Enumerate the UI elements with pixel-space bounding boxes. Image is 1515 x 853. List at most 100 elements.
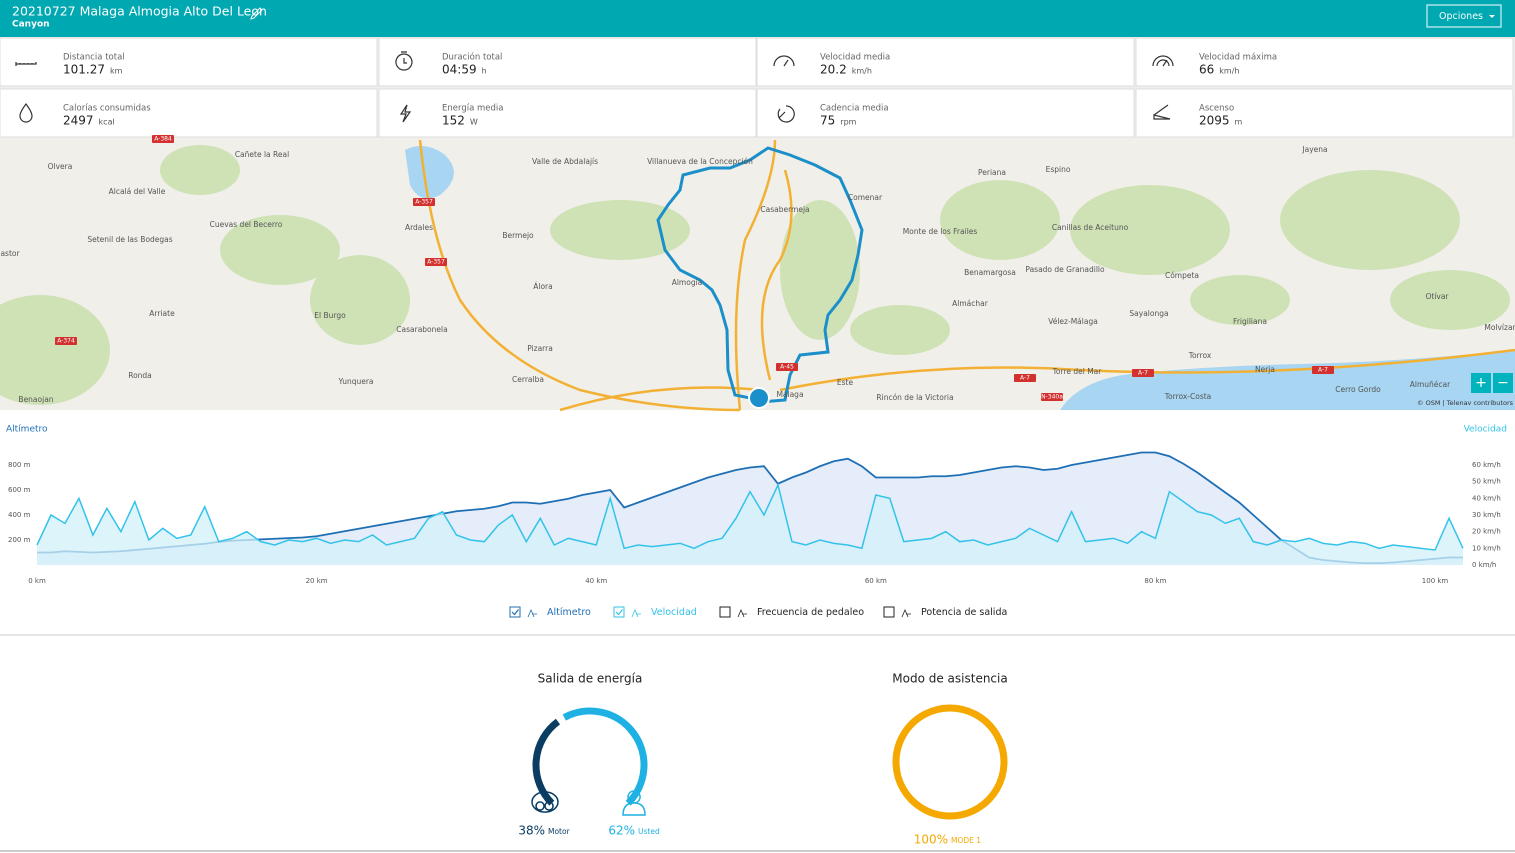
stat-label: Distancia total	[63, 53, 125, 63]
bike-name: Canyon	[12, 20, 50, 30]
toggle-icon	[631, 608, 641, 618]
stat-unit: h	[482, 67, 487, 76]
stat-icon	[1153, 104, 1171, 120]
place-label: Pasado de Granadillo	[1025, 265, 1105, 274]
y-tick-label: 800 m	[8, 461, 31, 469]
place-label: Rincón de la Victoria	[876, 393, 953, 402]
stat-unit: m	[1235, 118, 1243, 127]
place-label: El Burgo	[314, 311, 346, 320]
toggle-label[interactable]: Altímetro	[547, 607, 591, 618]
road-label: A-357	[415, 199, 433, 206]
place-label: Almogía	[672, 278, 703, 287]
y-tick-label: 400 m	[8, 511, 31, 519]
stat-label: Cadencia media	[820, 104, 889, 114]
place-label: Periana	[978, 168, 1006, 177]
y2-tick-label: 60 km/h	[1472, 461, 1501, 469]
checkbox[interactable]	[719, 606, 731, 618]
stat-card	[378, 88, 757, 138]
stat-value: 04:59	[442, 63, 477, 77]
stat-unit: km	[110, 67, 123, 76]
toggle-label[interactable]: Frecuencia de pedaleo	[757, 607, 864, 618]
checkmark	[511, 609, 519, 616]
stat-value: 101.27	[63, 63, 105, 77]
y2-tick-label: 30 km/h	[1472, 511, 1501, 519]
edit-icon[interactable]	[250, 7, 263, 20]
y-tick-label: 600 m	[8, 486, 31, 494]
stat-card	[756, 88, 1135, 138]
place-label: Ronda	[128, 371, 152, 380]
stat-icon	[399, 104, 412, 123]
road-label: A-7	[1318, 367, 1328, 374]
x-tick-label: 40 km	[585, 577, 607, 585]
series-line	[36, 482, 1464, 551]
map-terrain	[0, 145, 1510, 405]
toggle-label[interactable]: Velocidad	[651, 607, 697, 618]
zoom-out[interactable]: −	[1497, 375, 1509, 391]
x-tick-label: 80 km	[1144, 577, 1166, 585]
toggle-icon	[737, 608, 747, 618]
road-label: A-7	[1138, 370, 1148, 377]
stat-value: 2095	[1199, 114, 1230, 128]
road-badge	[413, 198, 435, 206]
road-badge	[1014, 374, 1036, 382]
caret	[1489, 15, 1495, 18]
stat-icon	[15, 62, 37, 66]
place-label: Sayalonga	[1129, 309, 1168, 318]
place-label: Jayena	[1301, 145, 1327, 154]
toggle-icon	[901, 608, 911, 618]
zoom-in-button[interactable]	[1471, 373, 1491, 393]
series-line	[37, 451, 1463, 565]
place-label: Comenar	[848, 193, 883, 202]
place-label: Cuevas del Becerro	[210, 220, 283, 229]
y-axis-title: Altímetro	[6, 425, 48, 435]
x-tick-label: 60 km	[865, 577, 887, 585]
water	[405, 146, 1515, 410]
stat-card	[378, 37, 757, 87]
place-label: Arriate	[149, 309, 175, 318]
place-label: Casarabonela	[396, 325, 447, 334]
gauge-arc	[562, 707, 648, 806]
area-fill	[37, 485, 1463, 565]
start-marker	[748, 387, 770, 409]
checkbox[interactable]	[883, 606, 895, 618]
road-badge	[776, 363, 798, 371]
place-label: Benamargosa	[964, 268, 1016, 277]
stat-card	[0, 37, 378, 87]
stat-label: Calorías consumidas	[63, 104, 151, 114]
stat-value: 66	[1199, 63, 1214, 77]
toggle-label[interactable]: Potencia de salida	[921, 607, 1007, 618]
place-label: Torrox-Costa	[1164, 392, 1212, 401]
options-button[interactable]	[1426, 4, 1502, 28]
stat-label: Energía media	[442, 104, 503, 114]
options-label[interactable]: Opciones	[1439, 11, 1483, 22]
place-label: Yunquera	[337, 377, 373, 386]
stat-value: 152	[442, 114, 465, 128]
stat-card	[1135, 37, 1514, 87]
place-label: Espino	[1046, 165, 1071, 174]
checkbox[interactable]	[613, 606, 625, 618]
y2-tick-label: 0 km/h	[1472, 561, 1496, 569]
place-label: Canillas de Aceituno	[1052, 223, 1129, 232]
stat-icon	[395, 51, 413, 71]
stat-card	[0, 88, 378, 138]
zoom-in[interactable]: +	[1475, 375, 1487, 391]
place-label: Torre del Mar	[1052, 367, 1103, 376]
stat-card	[1135, 88, 1514, 138]
toggle-icon	[527, 608, 537, 618]
rider-icon	[622, 790, 646, 816]
place-label: Almuñécar	[1410, 380, 1451, 389]
road-label: A-374	[57, 338, 75, 345]
zoom-out-button[interactable]	[1493, 373, 1513, 393]
checkmark	[615, 609, 623, 616]
gauge-arc	[532, 718, 561, 806]
place-label: Monte de los Frailes	[903, 227, 978, 236]
road-badge	[1132, 369, 1154, 377]
checkbox[interactable]	[509, 606, 521, 618]
road-badge	[425, 258, 447, 266]
place-label: Torrox	[1188, 351, 1212, 360]
road-label: N-340a	[1041, 394, 1063, 401]
place-label: astor	[0, 249, 20, 258]
road-badge	[1041, 393, 1063, 401]
y-tick-label: 200 m	[8, 536, 31, 544]
